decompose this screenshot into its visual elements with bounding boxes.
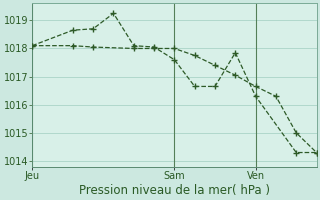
X-axis label: Pression niveau de la mer( hPa ): Pression niveau de la mer( hPa ) xyxy=(79,184,270,197)
